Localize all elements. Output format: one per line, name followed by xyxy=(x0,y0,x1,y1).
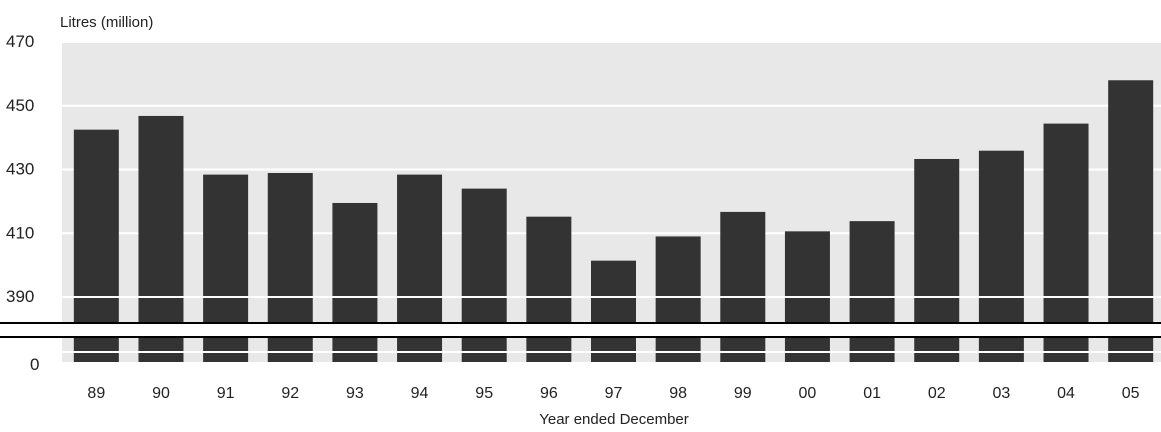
x-tick-01: 01 xyxy=(863,385,881,402)
x-tick-93: 93 xyxy=(346,385,364,402)
y-tick-430: 430 xyxy=(6,160,34,179)
x-tick-04: 04 xyxy=(1057,385,1075,402)
x-tick-92: 92 xyxy=(281,385,299,402)
x-tick-89: 89 xyxy=(87,385,105,402)
y-tick-450: 450 xyxy=(6,96,34,115)
y-tick-390: 390 xyxy=(6,287,34,306)
bar-97 xyxy=(591,260,636,362)
bar-05 xyxy=(1108,80,1154,362)
x-tick-98: 98 xyxy=(669,385,687,402)
bar-93 xyxy=(332,202,378,362)
y-tick-labels: 470 450 430 410 390 0 xyxy=(6,32,39,374)
y-axis-label: Litres (million) xyxy=(60,14,153,31)
axis-break-gap xyxy=(0,323,1161,337)
y-tick-0: 0 xyxy=(30,355,39,374)
y-tick-470: 470 xyxy=(6,32,34,51)
x-tick-labels: 89 90 91 92 93 94 95 96 97 98 99 00 01 02 03 04 05 xyxy=(87,385,1139,402)
x-tick-05: 05 xyxy=(1122,385,1140,402)
x-tick-97: 97 xyxy=(605,385,623,402)
x-tick-90: 90 xyxy=(152,385,170,402)
x-tick-91: 91 xyxy=(217,385,235,402)
bar-99 xyxy=(720,211,766,362)
bar-96 xyxy=(526,216,572,362)
x-tick-94: 94 xyxy=(411,385,429,402)
y-tick-410: 410 xyxy=(6,223,34,242)
x-tick-03: 03 xyxy=(992,385,1010,402)
bar-90 xyxy=(138,115,184,362)
x-tick-99: 99 xyxy=(734,385,752,402)
bar-01 xyxy=(849,221,895,362)
x-axis-label: Year ended December xyxy=(539,411,689,428)
x-tick-00: 00 xyxy=(799,385,817,402)
x-tick-95: 95 xyxy=(475,385,493,402)
x-tick-96: 96 xyxy=(540,385,558,402)
x-tick-02: 02 xyxy=(928,385,946,402)
axis-break xyxy=(0,322,1161,353)
bar-98 xyxy=(655,236,701,362)
